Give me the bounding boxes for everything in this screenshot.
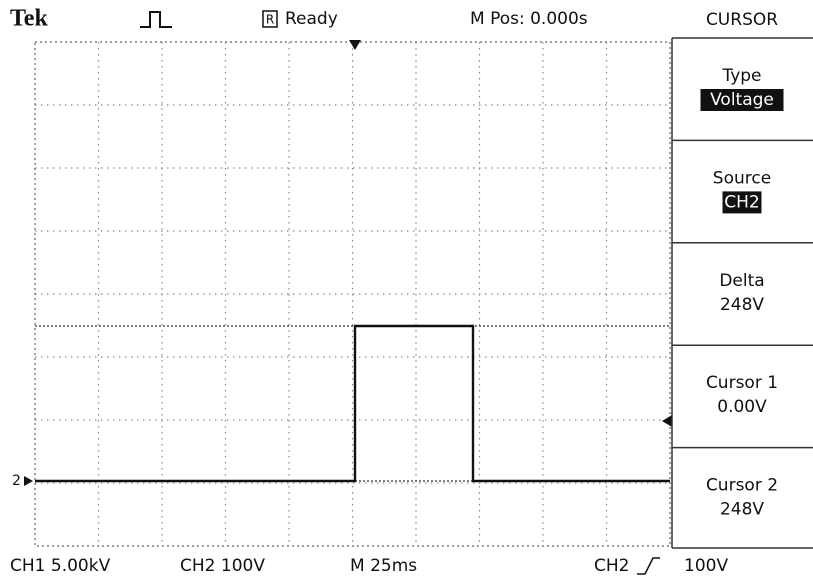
menu-value: Voltage (710, 90, 774, 110)
trigger-level: 100V (684, 556, 728, 576)
menu-label: Source (713, 168, 771, 188)
position: M Pos: 0.000s (470, 9, 588, 29)
channel-marker: 2 (12, 473, 21, 489)
ch1-scale: CH1 5.00kV (10, 556, 111, 576)
menu-value: 0.00V (717, 397, 767, 417)
brand: Tek (10, 6, 48, 32)
menu-label: Type (721, 66, 761, 86)
menu-label: Delta (719, 271, 764, 291)
ch2-scale: CH2 100V (180, 556, 265, 576)
trigger-source: CH2 (594, 556, 629, 576)
oscilloscope-screen: Tek R Ready M Pos: 0.000s CURSOR 2 Type V… (0, 0, 813, 580)
menu-label: Cursor 2 (706, 476, 778, 496)
background (0, 0, 813, 580)
timebase: M 25ms (350, 556, 417, 576)
status-icon: R (266, 13, 274, 27)
menu-value: CH2 (724, 192, 759, 212)
menu-value: 248V (720, 295, 764, 315)
status: Ready (285, 9, 338, 29)
menu-label: Cursor 1 (706, 373, 778, 393)
menu-title: CURSOR (706, 10, 778, 30)
menu-value: 248V (720, 500, 764, 520)
